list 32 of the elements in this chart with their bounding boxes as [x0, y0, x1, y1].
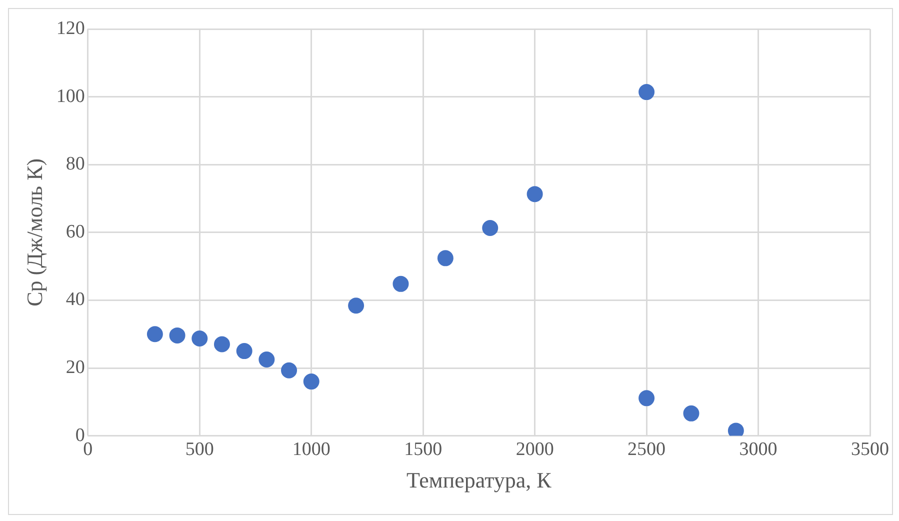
- x-axis-title: Температура, К: [406, 468, 552, 493]
- y-tick-label: 0: [75, 424, 85, 446]
- x-tick-label: 500: [185, 439, 214, 460]
- y-tick-label: 120: [56, 18, 85, 39]
- point: [683, 405, 700, 422]
- point: [258, 352, 275, 368]
- point: [437, 250, 454, 266]
- point: [638, 84, 655, 100]
- point: [236, 343, 252, 360]
- point: [638, 390, 655, 406]
- x-tick-label: 1500: [404, 439, 442, 460]
- x-tick-label: 2000: [516, 439, 554, 460]
- y-tick-label: 80: [66, 154, 85, 175]
- point: [526, 186, 543, 202]
- point: [281, 362, 298, 378]
- y-axis-title: Cp (Дж/моль К): [22, 158, 47, 306]
- point: [169, 327, 186, 344]
- x-tick-label: 2500: [628, 439, 666, 460]
- point: [192, 330, 208, 347]
- point: [392, 276, 409, 292]
- point: [348, 298, 364, 314]
- y-tick-label: 100: [56, 86, 85, 107]
- point: [482, 220, 498, 236]
- x-tick-label: 3000: [739, 439, 778, 460]
- point: [214, 336, 230, 352]
- x-tick-label: 3500: [851, 439, 889, 460]
- point: [146, 326, 163, 342]
- y-tick-label: 40: [66, 289, 85, 310]
- point: [303, 374, 320, 390]
- x-tick-label: 1000: [292, 439, 330, 460]
- y-tick-label: 60: [66, 221, 85, 242]
- y-tick-label: 20: [66, 356, 85, 378]
